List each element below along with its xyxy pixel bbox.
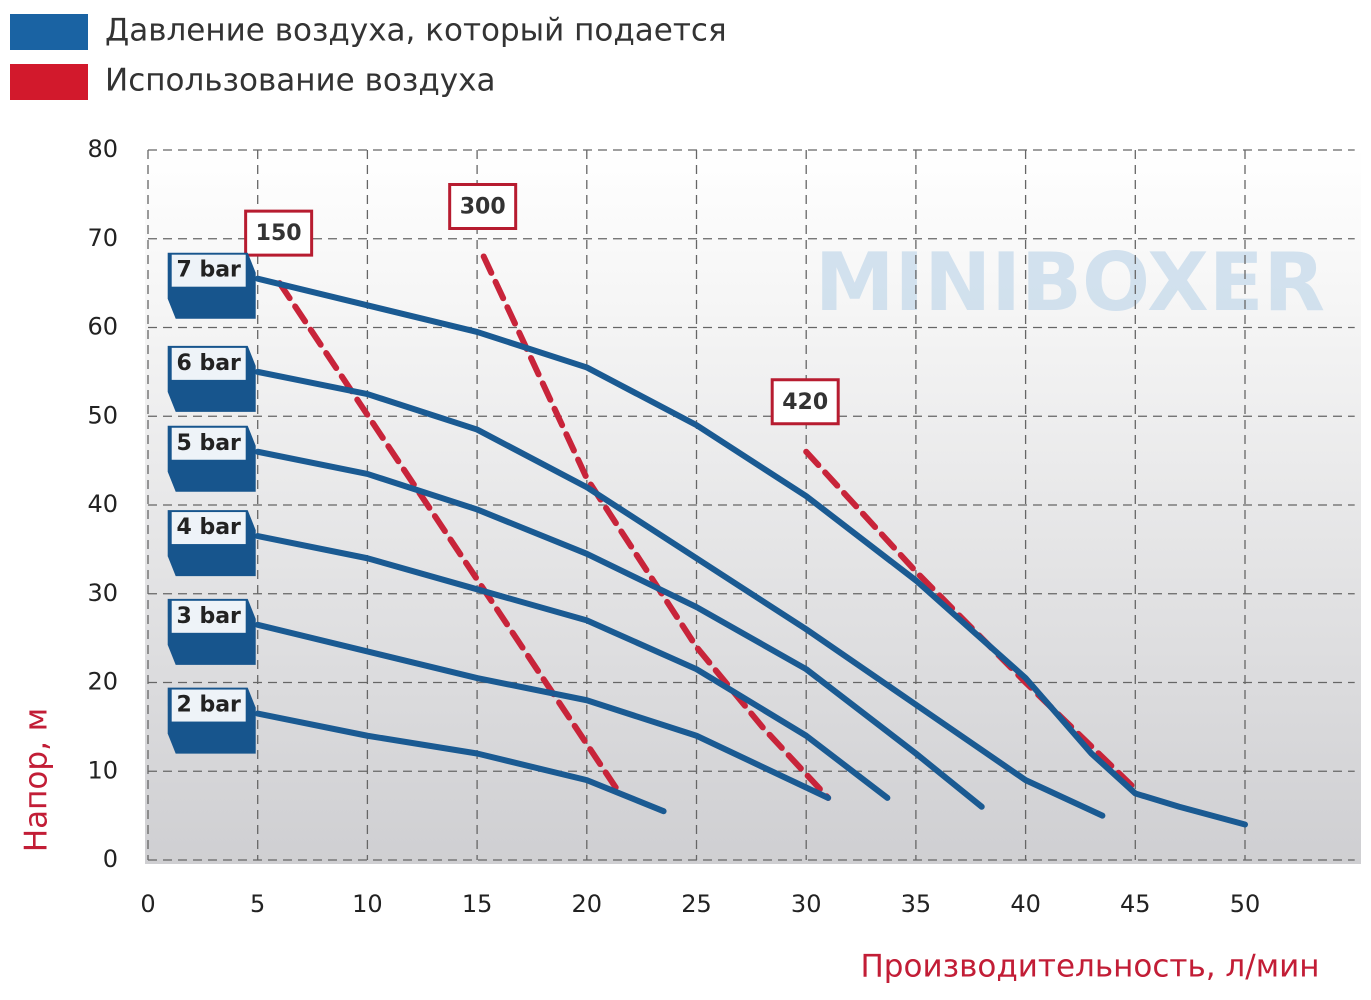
x-tick-label: 50 [1230, 890, 1261, 918]
x-tick-label: 25 [681, 890, 712, 918]
pressure-line [254, 533, 891, 801]
series-label: 420 [782, 390, 828, 415]
legend-swatch [10, 14, 88, 50]
series-label: 5 bar [176, 431, 241, 456]
series-label: 7 bar [176, 258, 241, 283]
x-tick-label: 35 [901, 890, 932, 918]
x-axis-title: Производительность, л/мин [861, 949, 1320, 985]
series-label: 6 bar [176, 351, 241, 376]
x-tick-label: 20 [572, 890, 603, 918]
legend-label: Использование воздуха [105, 63, 495, 99]
series-label: 300 [460, 195, 506, 220]
y-tick-label: 10 [87, 756, 118, 784]
legend-label: Давление воздуха, который подается [105, 13, 727, 49]
series-label-bg [171, 427, 246, 460]
x-tick-label: 45 [1120, 890, 1151, 918]
series-label-bg [171, 600, 246, 633]
x-tick-label: 0 [140, 890, 155, 918]
x-tick-label: 30 [791, 890, 822, 918]
plot-area [145, 148, 1361, 864]
series-label: 150 [256, 221, 302, 246]
series-label: 4 bar [176, 515, 241, 540]
series-label-bg [171, 512, 246, 545]
legend-swatch [10, 64, 88, 100]
pressure-line [254, 710, 667, 815]
x-tick-label: 10 [352, 890, 383, 918]
x-tick-label: 40 [1010, 890, 1041, 918]
y-tick-label: 30 [87, 579, 118, 607]
x-tick-label: 15 [462, 890, 493, 918]
y-tick-label: 20 [87, 668, 118, 696]
y-tick-label: 70 [87, 224, 118, 252]
series-label: 2 bar [176, 693, 241, 718]
series-label-bg [171, 254, 246, 287]
watermark: MINIBOXER [815, 236, 1325, 329]
y-tick-label: 80 [87, 135, 118, 163]
air-usage-line [480, 253, 832, 801]
series-label: 3 bar [176, 604, 241, 629]
pressure-line [254, 621, 832, 801]
y-tick-label: 60 [87, 313, 118, 341]
pressure-line [254, 368, 1106, 819]
y-tick-label: 50 [87, 401, 118, 429]
pressure-line [254, 275, 1248, 828]
series-label-box [770, 378, 840, 426]
series-label-box [448, 183, 518, 230]
pressure-line [254, 448, 985, 810]
x-tick-label: 5 [250, 890, 265, 918]
y-tick-label: 40 [87, 490, 118, 518]
air-usage-line [276, 280, 623, 797]
y-tick-label: 0 [103, 845, 118, 873]
series-label-bg [171, 347, 246, 380]
y-axis-title: Напор, м [19, 708, 55, 852]
series-label-bg [171, 689, 246, 722]
series-label-box [244, 209, 314, 257]
